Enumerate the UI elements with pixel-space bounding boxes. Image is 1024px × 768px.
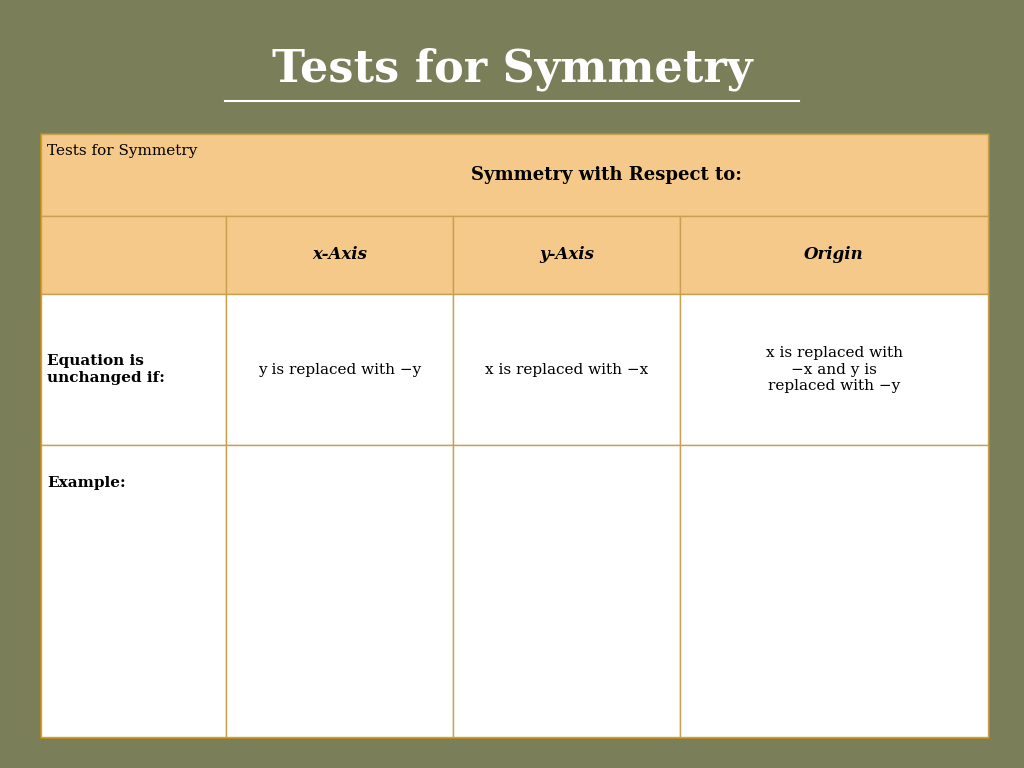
Text: 0: 0 <box>818 601 826 614</box>
Text: Tests for Symmetry: Tests for Symmetry <box>271 48 753 91</box>
Text: Equation is
unchanged if:: Equation is unchanged if: <box>47 354 165 385</box>
Text: y: y <box>570 449 579 464</box>
Text: Symmetry with Respect to:: Symmetry with Respect to: <box>471 166 742 184</box>
Text: x: x <box>436 601 444 615</box>
Text: x is replaced with −x: x is replaced with −x <box>485 362 648 376</box>
Text: y: y <box>343 449 351 464</box>
Text: x: x <box>664 601 672 615</box>
Text: y-Axis: y-Axis <box>540 247 594 263</box>
Text: x-Axis: x-Axis <box>312 247 367 263</box>
Text: Tests for Symmetry: Tests for Symmetry <box>47 144 198 157</box>
Text: x: x <box>970 601 978 615</box>
Text: Origin: Origin <box>805 247 864 263</box>
Text: y: y <box>841 449 849 464</box>
Text: x is replaced with
−x and y is
replaced with −y: x is replaced with −x and y is replaced … <box>766 346 903 392</box>
Text: y is replaced with −y: y is replaced with −y <box>258 362 421 376</box>
Text: 0: 0 <box>327 601 335 614</box>
Text: 0: 0 <box>554 601 562 614</box>
Text: Example:: Example: <box>47 475 126 490</box>
